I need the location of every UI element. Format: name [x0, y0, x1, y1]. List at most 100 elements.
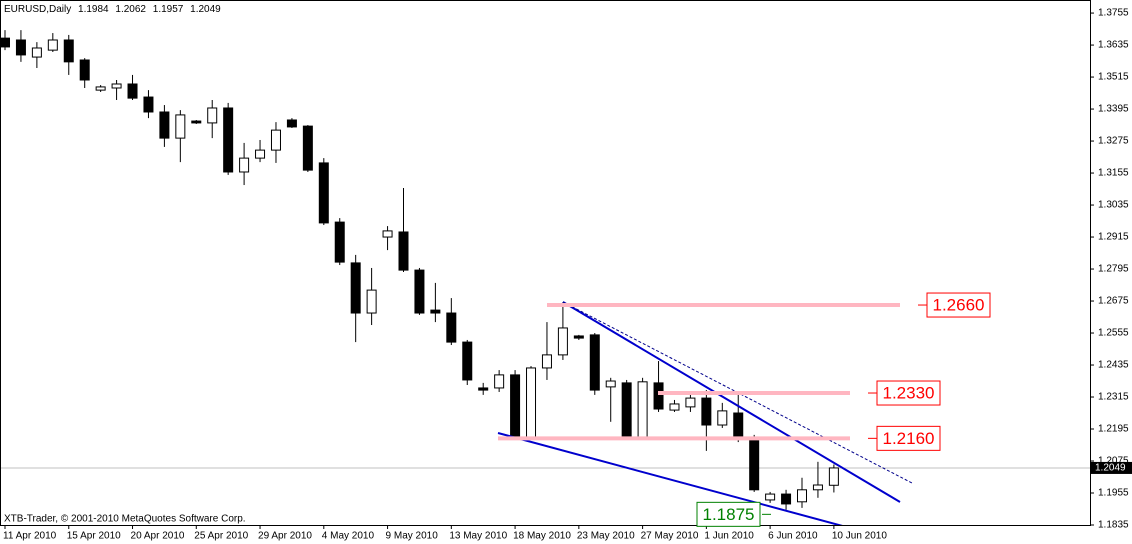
candle-body	[255, 149, 266, 159]
x-tick-label: 25 Apr 2010	[194, 531, 248, 542]
candle-body	[781, 493, 792, 505]
candle-body	[318, 162, 329, 224]
y-tick-label: 1.3035	[1098, 200, 1129, 211]
x-tick-label: 23 May 2010	[577, 531, 635, 542]
last-open: 1.1984	[78, 4, 109, 15]
last-high: 1.2062	[115, 4, 146, 15]
x-tick-label: 13 May 2010	[449, 531, 507, 542]
candle-body	[175, 114, 186, 139]
x-tick-label: 6 Jun 2010	[768, 531, 818, 542]
candle-body	[717, 410, 728, 426]
candle-body	[127, 83, 138, 99]
candle-body	[733, 412, 744, 439]
level-label: 1.2330	[883, 384, 935, 403]
candle-body	[685, 397, 696, 408]
candle-body	[207, 107, 218, 124]
last-close: 1.2049	[190, 4, 221, 15]
y-tick-label: 1.2555	[1098, 328, 1129, 339]
y-tick-label: 1.2915	[1098, 232, 1129, 243]
candle-body	[812, 484, 823, 491]
plot-area	[1, 30, 1090, 510]
candle-body	[1, 37, 10, 48]
candle-body	[95, 86, 106, 91]
candle-body	[398, 231, 409, 271]
y-tick-label: 1.3515	[1098, 72, 1129, 83]
x-tick-label: 20 Apr 2010	[131, 531, 185, 542]
level-label: 1.2660	[933, 296, 985, 315]
candle-body	[605, 380, 616, 388]
candle-body	[223, 107, 234, 173]
candle-body	[637, 381, 648, 439]
symbol: EURUSD,Daily	[4, 4, 72, 15]
trendline	[497, 432, 843, 525]
candle-body	[366, 289, 377, 314]
level-box	[696, 501, 761, 527]
y-tick-label: 1.3275	[1098, 136, 1129, 147]
candle-body	[573, 335, 584, 339]
x-tick-label: 18 May 2010	[513, 531, 571, 542]
x-tick-label: 11 Apr 2010	[3, 531, 57, 542]
candle-body	[350, 262, 361, 314]
candle-body	[510, 374, 521, 438]
x-tick-label: 1 Jun 2010	[704, 531, 754, 542]
candle-body	[797, 489, 807, 503]
candle-body	[79, 59, 90, 81]
candle-body	[15, 39, 26, 56]
candle-body	[653, 382, 664, 410]
last-price-tag	[1091, 461, 1132, 474]
level-box	[926, 292, 991, 318]
level-box	[876, 380, 941, 406]
y-tick-label: 1.1955	[1098, 488, 1129, 499]
candle-body	[589, 334, 600, 391]
y-tick-label: 1.2195	[1098, 424, 1129, 435]
level-label: 1.2160	[883, 429, 935, 448]
candle-body	[143, 96, 154, 113]
y-tick-label: 1.3395	[1098, 104, 1129, 115]
candle-body	[541, 354, 552, 369]
candle-body	[239, 157, 250, 173]
y-tick-label: 1.2435	[1098, 360, 1129, 371]
last-price-label: 1.2049	[1095, 463, 1126, 474]
candle-body	[334, 221, 345, 263]
candle-body	[159, 111, 170, 139]
candle-body	[47, 39, 58, 51]
candle-body	[828, 467, 839, 486]
y-tick-label: 1.3635	[1098, 40, 1129, 51]
y-tick-label: 1.3755	[1098, 8, 1129, 19]
x-tick-label: 9 May 2010	[386, 531, 439, 542]
candle-body	[749, 439, 760, 491]
trendline	[562, 301, 901, 503]
candle-body	[669, 403, 680, 411]
y-tick-label: 1.1835	[1098, 520, 1129, 531]
header: EURUSD,Daily 1.1984 1.2062 1.1957 1.2049	[4, 4, 225, 15]
candle-body	[478, 387, 489, 391]
y-tick-label: 1.3155	[1098, 168, 1129, 179]
candle-body	[270, 129, 281, 151]
candle-body	[191, 120, 202, 124]
y-tick-label: 1.2315	[1098, 392, 1129, 403]
candle-body	[31, 47, 42, 58]
y-tick-label: 1.2075	[1098, 456, 1129, 467]
last-low: 1.1957	[152, 4, 184, 15]
x-tick-label: 15 Apr 2010	[67, 531, 121, 542]
y-tick-label: 1.2795	[1098, 264, 1129, 275]
x-tick-label: 29 Apr 2010	[258, 531, 312, 542]
candle-body	[414, 269, 425, 314]
credit: XTB-Trader, © 2001-2010 MetaQuotes Softw…	[4, 514, 246, 525]
candle-body	[526, 367, 537, 438]
x-tick-label: 4 May 2010	[322, 531, 375, 542]
candle-body	[111, 83, 122, 89]
candle-body	[701, 397, 712, 426]
candle-body	[430, 309, 441, 314]
candle-body	[494, 374, 505, 389]
candle-body	[286, 119, 297, 128]
candle-body	[765, 493, 776, 501]
candle-body	[63, 39, 74, 63]
level-box	[876, 425, 941, 451]
x-tick-label: 27 May 2010	[641, 531, 699, 542]
candle-body	[557, 327, 568, 356]
candle-body	[446, 312, 457, 343]
candle-body	[621, 382, 632, 439]
